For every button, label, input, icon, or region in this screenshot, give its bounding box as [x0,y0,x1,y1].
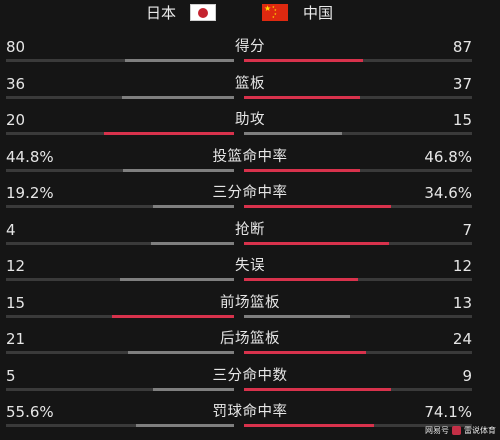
home-team-name: 日本 [146,4,177,22]
away-stat-value: 9 [462,366,472,385]
home-bar-track [6,424,234,427]
home-stat-value: 44.8% [6,147,54,166]
japan-flag-icon [190,4,216,21]
away-bar-track [244,95,472,99]
stat-label: 抢断 [235,221,265,238]
stat-row: 21 后场篮板 24 [0,330,500,367]
away-bar-track [244,314,472,318]
home-bar-track [6,241,234,245]
home-bar [152,387,234,391]
home-bar [121,95,234,99]
home-bar-track [6,278,234,281]
stat-label: 三分命中率 [212,185,288,201]
away-bar [244,95,360,99]
away-bar [244,168,361,172]
home-bar-track [6,59,234,62]
away-stat-value: 74.1% [424,403,472,421]
home-bar [111,314,234,318]
stat-row: 19.2% 三分命中率 34.6% [0,184,500,221]
away-stat-value: 12 [452,257,472,275]
away-bar [244,241,390,245]
stat-label: 投篮命中率 [212,148,288,165]
away-bar [244,314,350,318]
home-stat-value: 12 [6,257,26,275]
away-bar-track [244,278,472,281]
stat-label: 罚球命中率 [212,404,288,420]
home-stat-value: 36 [6,74,26,93]
watermark-logo-icon [452,425,461,435]
home-bar-track [6,205,234,208]
away-bar-track [244,59,472,62]
home-stat-value: 4 [6,220,16,239]
home-bar-track [6,168,234,172]
away-stat-value: 46.8% [424,147,472,166]
away-bar [244,424,375,427]
away-stat-value: 87 [452,38,472,56]
away-stat-value: 7 [462,220,472,239]
stats-comparison-list: 80 得分 87 36 篮板 37 20 助攻 15 44.8% 投篮命中率 46.8% 19.2% 三分… [0,38,500,440]
stat-label: 篮板 [235,75,265,92]
home-stat-value: 20 [6,111,26,129]
home-bar [122,168,234,172]
home-bar-track [6,314,234,318]
away-bar-track [244,351,472,354]
stat-label: 三分命中数 [212,367,288,384]
stat-label: 失误 [235,258,265,274]
home-stat-value: 19.2% [6,184,54,202]
stat-row: 55.6% 罚球命中率 74.1% [0,403,500,440]
home-bar [136,424,234,427]
away-bar-track [244,424,472,427]
away-bar-track [244,132,472,135]
stat-label: 后场篮板 [220,331,280,347]
home-bar-track [6,132,234,135]
home-stat-value: 5 [6,366,16,385]
home-bar [103,132,234,135]
stat-row: 5 三分命中数 9 [0,367,500,404]
stat-row: 4 抢断 7 [0,221,500,258]
home-bar [151,241,234,245]
away-bar [244,387,391,391]
home-bar [152,205,234,208]
home-bar [127,351,234,354]
stat-label: 助攻 [235,112,265,128]
away-stat-value: 24 [452,330,472,348]
home-bar [124,59,234,62]
away-stat-value: 13 [452,293,472,312]
home-bar-track [6,95,234,99]
away-bar [244,278,358,281]
watermark-source: 网易号 [425,425,449,435]
stat-row: 12 失误 12 [0,257,500,294]
stat-row: 80 得分 87 [0,38,500,75]
away-bar [244,351,366,354]
away-bar-track [244,387,472,391]
home-stat-value: 15 [6,293,26,312]
stat-row: 15 前场篮板 13 [0,294,500,331]
away-stat-value: 34.6% [424,184,472,202]
stat-label: 前场篮板 [220,294,280,311]
stat-row: 36 篮板 37 [0,75,500,112]
team-header: 日本 ★ ★ ★ ★ ★ 中国 [0,0,500,28]
watermark: 网易号 雷说体育 [425,423,496,437]
home-stat-value: 21 [6,330,26,348]
away-stat-value: 37 [452,74,472,93]
stat-label: 得分 [235,39,265,55]
away-bar-track [244,241,472,245]
watermark-author: 雷说体育 [464,425,496,435]
away-bar [244,132,342,135]
home-stat-value: 55.6% [6,403,54,421]
china-flag-icon: ★ ★ ★ ★ ★ [262,4,288,21]
away-bar [244,59,363,62]
away-bar-track [244,168,472,172]
away-bar [244,205,391,208]
home-bar-track [6,351,234,354]
away-bar-track [244,205,472,208]
home-bar [120,278,234,281]
away-team-name: 中国 [303,4,334,22]
home-stat-value: 80 [6,38,26,56]
stat-row: 20 助攻 15 [0,111,500,148]
away-stat-value: 15 [452,111,472,129]
stat-row: 44.8% 投篮命中率 46.8% [0,148,500,185]
home-bar-track [6,387,234,391]
